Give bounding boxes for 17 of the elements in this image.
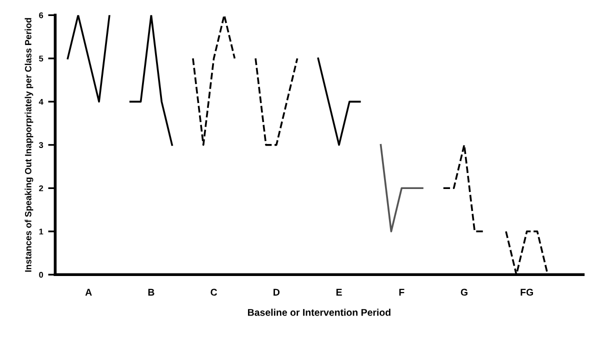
x-tick-label: F [399, 288, 404, 296]
y-tick-label: 0 [39, 272, 44, 278]
y-tick-label: 6 [39, 12, 44, 18]
x-tick-label: D [274, 288, 280, 296]
y-tick-label: 3 [38, 142, 44, 148]
y-tick-label: 4 [38, 98, 44, 105]
y-tick-label: 2 [39, 185, 44, 192]
x-tick-label: G [460, 288, 468, 296]
y-tick-label: 5 [39, 56, 44, 62]
x-tick-label: C [210, 288, 218, 296]
x-tick-label: E [336, 288, 342, 296]
x-tick-label: B [148, 288, 154, 296]
y-tick-label: 1 [39, 228, 44, 234]
y-axis-title: Instances of Speaking Out Inapporpriately per Class Period [24, 18, 34, 272]
x-tick-label: A [85, 288, 92, 296]
x-axis-title: Baseline or Intervention Period [248, 308, 390, 316]
x-tick-label: FG [520, 288, 533, 296]
